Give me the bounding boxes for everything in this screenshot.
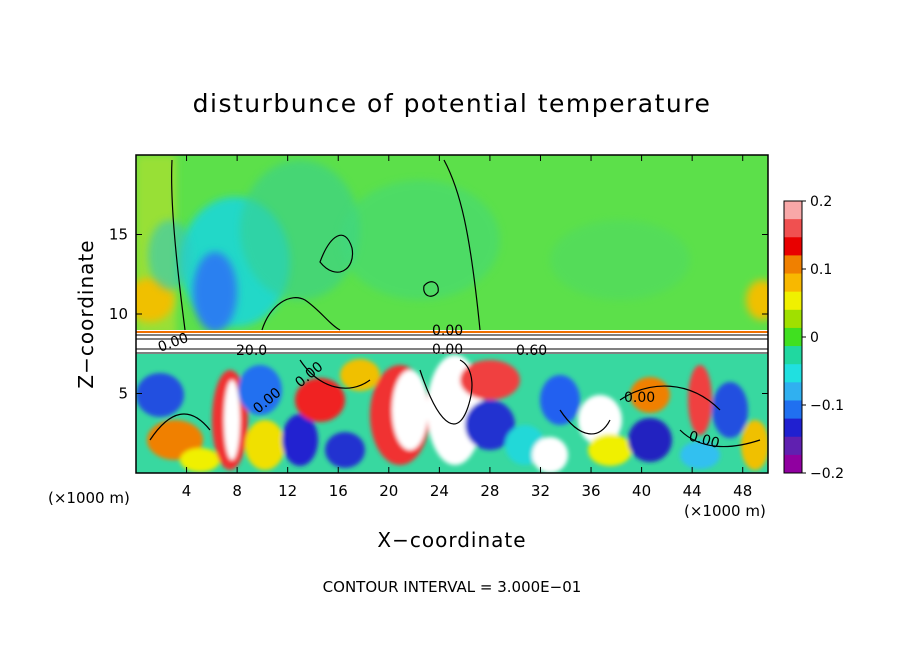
x-tick-label: 20 xyxy=(379,482,398,500)
field-lower-blobs xyxy=(136,355,768,473)
contour-lower-4 xyxy=(559,409,611,435)
x-tick-label: 12 xyxy=(278,482,297,500)
x-tick-label: 8 xyxy=(232,482,242,500)
field-green-mid xyxy=(340,180,500,300)
x-tick-label: 28 xyxy=(480,482,499,500)
plot-field xyxy=(136,155,768,473)
contour-lines xyxy=(149,159,761,448)
y-axis-label: Z−coordinate xyxy=(74,239,98,388)
colorbar-swatch xyxy=(784,364,802,383)
colorbar-swatch xyxy=(784,237,802,256)
x-tick-label: 16 xyxy=(329,482,348,500)
colorbar-swatch xyxy=(784,400,802,420)
contour-label: 0.00 xyxy=(624,390,655,406)
x-unit-left: (×1000 m) xyxy=(48,489,130,507)
x-axis-label: X−coordinate xyxy=(377,528,526,552)
contour-label: 0.60 xyxy=(516,343,547,359)
colorbar-swatch xyxy=(784,219,802,238)
colorbar-swatch xyxy=(784,382,802,401)
colorbar-swatch xyxy=(784,454,802,474)
y-tick-label: 10 xyxy=(109,305,128,323)
colorbar-tick-label: 0.2 xyxy=(810,194,832,210)
x-tick-label: 36 xyxy=(581,482,600,500)
x-tick-label: 40 xyxy=(632,482,651,500)
colorbar-tick-label: −0.2 xyxy=(810,466,844,482)
field-warm-left xyxy=(136,278,174,322)
colorbar-swatch xyxy=(784,436,802,456)
field-green-left xyxy=(240,160,360,300)
colorbar-swatch xyxy=(784,291,802,311)
contour-lower-2 xyxy=(299,359,371,389)
contour-label: 0.00 xyxy=(432,323,463,339)
contour-label: 20.0 xyxy=(236,343,267,359)
colorbar-swatch xyxy=(784,327,802,347)
y-axis-ticks: 5 10 15 xyxy=(109,226,768,403)
field-layer-band xyxy=(136,330,768,354)
colorbar-swatch xyxy=(784,273,802,293)
colorbar-tick-label: 0.1 xyxy=(810,262,832,278)
contour-lower-5 xyxy=(619,385,721,411)
x-tick-label: 32 xyxy=(531,482,550,500)
colorbar: 0.2 0.1 0 −0.1 −0.2 xyxy=(783,194,844,482)
x-tick-label: 24 xyxy=(430,482,449,500)
colorbar-swatch xyxy=(784,309,802,329)
field-warm-right xyxy=(746,280,768,320)
contour-lower-3 xyxy=(419,359,473,425)
contour-zero-plume xyxy=(171,159,186,331)
y-tick-label: 5 xyxy=(118,385,128,403)
colorbar-swatch xyxy=(784,418,802,438)
contour-small-loop-2 xyxy=(423,281,439,297)
colorbar-tick-label: −0.1 xyxy=(810,398,844,414)
contour-small-loop xyxy=(319,234,354,273)
x-tick-label: 4 xyxy=(182,482,192,500)
contour-interval-note: CONTOUR INTERVAL = 3.000E−01 xyxy=(323,578,582,596)
x-unit-right: (×1000 m) xyxy=(684,502,766,520)
x-tick-label: 44 xyxy=(683,482,702,500)
contour-mound xyxy=(261,297,341,331)
field-blue-plume xyxy=(193,252,237,332)
chart-title: disturbunce of potential temperature xyxy=(193,89,712,118)
x-axis-ticks: 4 8 12 16 20 24 28 32 36 40 44 48 xyxy=(182,155,752,500)
contour-label: 0.00 xyxy=(687,428,721,452)
contour-label: 0.00 xyxy=(432,342,463,358)
field-cyan-left xyxy=(148,220,192,290)
field-green-right xyxy=(550,220,690,300)
colorbar-swatch xyxy=(784,201,802,220)
contour-lower-6 xyxy=(679,429,761,448)
colorbar-swatch xyxy=(784,255,802,275)
colorbar-swatch xyxy=(784,346,802,365)
x-tick-label: 48 xyxy=(733,482,752,500)
contour-zero-center xyxy=(443,159,481,331)
contour-label-group: 0.00 0.60 0.00 0.00 0.00 0.00 0.00 0.00 … xyxy=(156,323,721,452)
y-tick-label: 15 xyxy=(109,226,128,244)
contour-lower-1 xyxy=(149,413,211,441)
colorbar-tick-label: 0 xyxy=(810,330,819,346)
